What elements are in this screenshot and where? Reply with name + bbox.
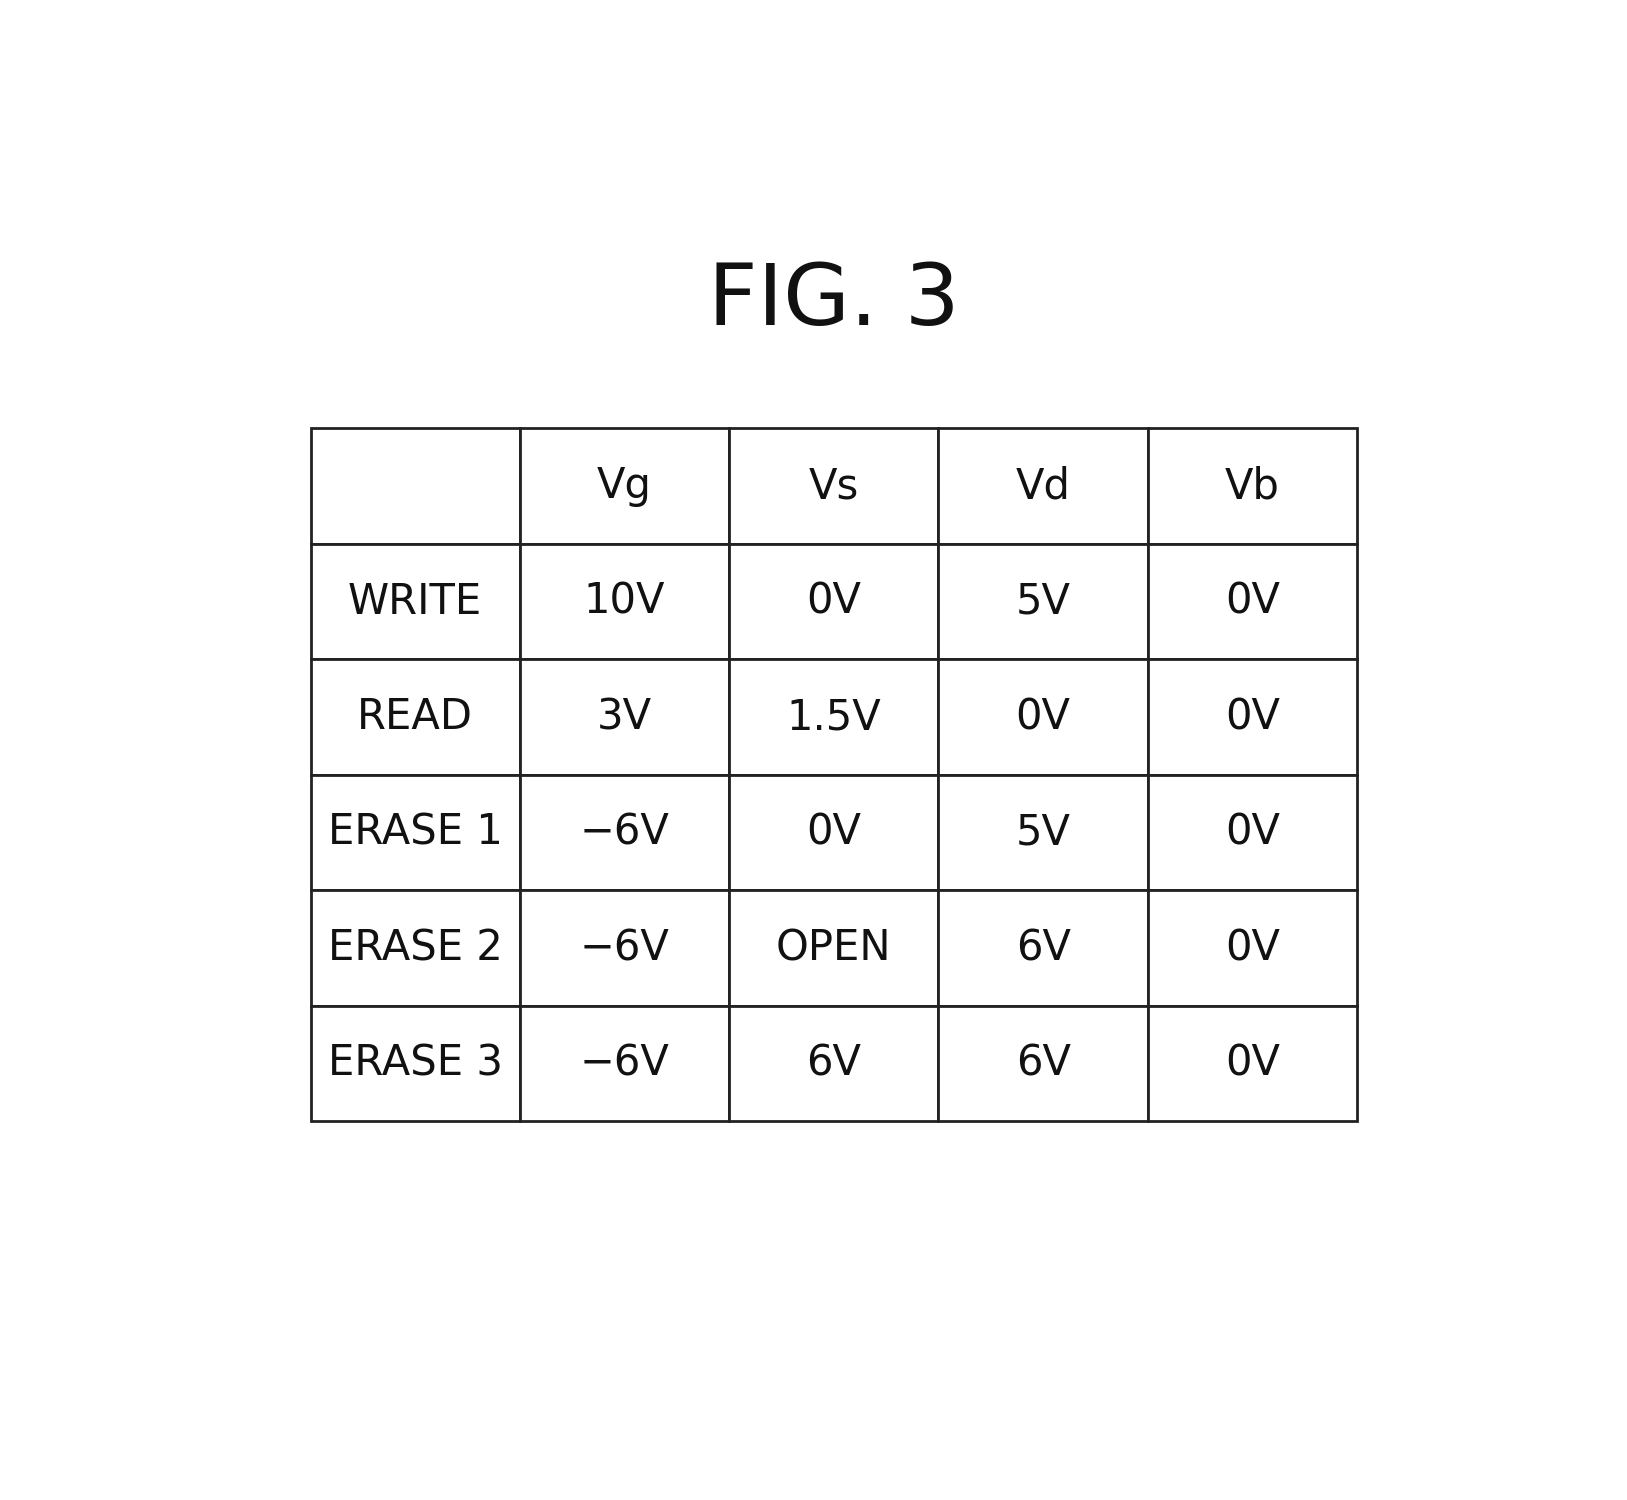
Text: 6V: 6V: [1015, 1042, 1071, 1084]
Text: 0V: 0V: [1015, 696, 1071, 738]
Bar: [939, 891, 1147, 1007]
Bar: [939, 660, 1147, 776]
Bar: [729, 776, 939, 891]
Bar: [521, 544, 729, 660]
Text: −6V: −6V: [579, 927, 669, 969]
Text: 5V: 5V: [1015, 812, 1071, 853]
Bar: [311, 891, 521, 1007]
Bar: [939, 1007, 1147, 1122]
Text: Vg: Vg: [597, 465, 652, 507]
Text: 0V: 0V: [807, 580, 861, 622]
Bar: [1147, 1007, 1357, 1122]
Bar: [939, 776, 1147, 891]
Text: 0V: 0V: [1225, 696, 1280, 738]
Text: 3V: 3V: [597, 696, 652, 738]
Text: OPEN: OPEN: [776, 927, 892, 969]
Bar: [311, 544, 521, 660]
Bar: [521, 660, 729, 776]
Bar: [1147, 544, 1357, 660]
Bar: [521, 1007, 729, 1122]
Bar: [521, 776, 729, 891]
Text: READ: READ: [358, 696, 473, 738]
Text: Vs: Vs: [809, 465, 859, 507]
Text: −6V: −6V: [579, 812, 669, 853]
Bar: [1147, 776, 1357, 891]
Text: ERASE 3: ERASE 3: [327, 1042, 503, 1084]
Bar: [729, 660, 939, 776]
Text: Vd: Vd: [1015, 465, 1071, 507]
Bar: [729, 429, 939, 544]
Text: 0V: 0V: [807, 812, 861, 853]
Text: FIG. 3: FIG. 3: [708, 260, 960, 344]
Bar: [311, 429, 521, 544]
Bar: [521, 891, 729, 1007]
Bar: [1147, 660, 1357, 776]
Text: 0V: 0V: [1225, 812, 1280, 853]
Text: 6V: 6V: [1015, 927, 1071, 969]
Text: 1.5V: 1.5V: [786, 696, 882, 738]
Text: WRITE: WRITE: [348, 580, 482, 622]
Text: ERASE 2: ERASE 2: [327, 927, 503, 969]
Bar: [311, 1007, 521, 1122]
Text: 0V: 0V: [1225, 927, 1280, 969]
Text: 10V: 10V: [584, 580, 665, 622]
Text: 6V: 6V: [807, 1042, 861, 1084]
Text: ERASE 1: ERASE 1: [327, 812, 503, 853]
Text: 0V: 0V: [1225, 1042, 1280, 1084]
Bar: [521, 429, 729, 544]
Bar: [1147, 429, 1357, 544]
Text: 5V: 5V: [1015, 580, 1071, 622]
Bar: [939, 429, 1147, 544]
Bar: [729, 1007, 939, 1122]
Bar: [729, 891, 939, 1007]
Text: 0V: 0V: [1225, 580, 1280, 622]
Text: Vb: Vb: [1225, 465, 1280, 507]
Bar: [1147, 891, 1357, 1007]
Bar: [311, 660, 521, 776]
Text: −6V: −6V: [579, 1042, 669, 1084]
Bar: [311, 776, 521, 891]
Bar: [729, 544, 939, 660]
Bar: [939, 544, 1147, 660]
